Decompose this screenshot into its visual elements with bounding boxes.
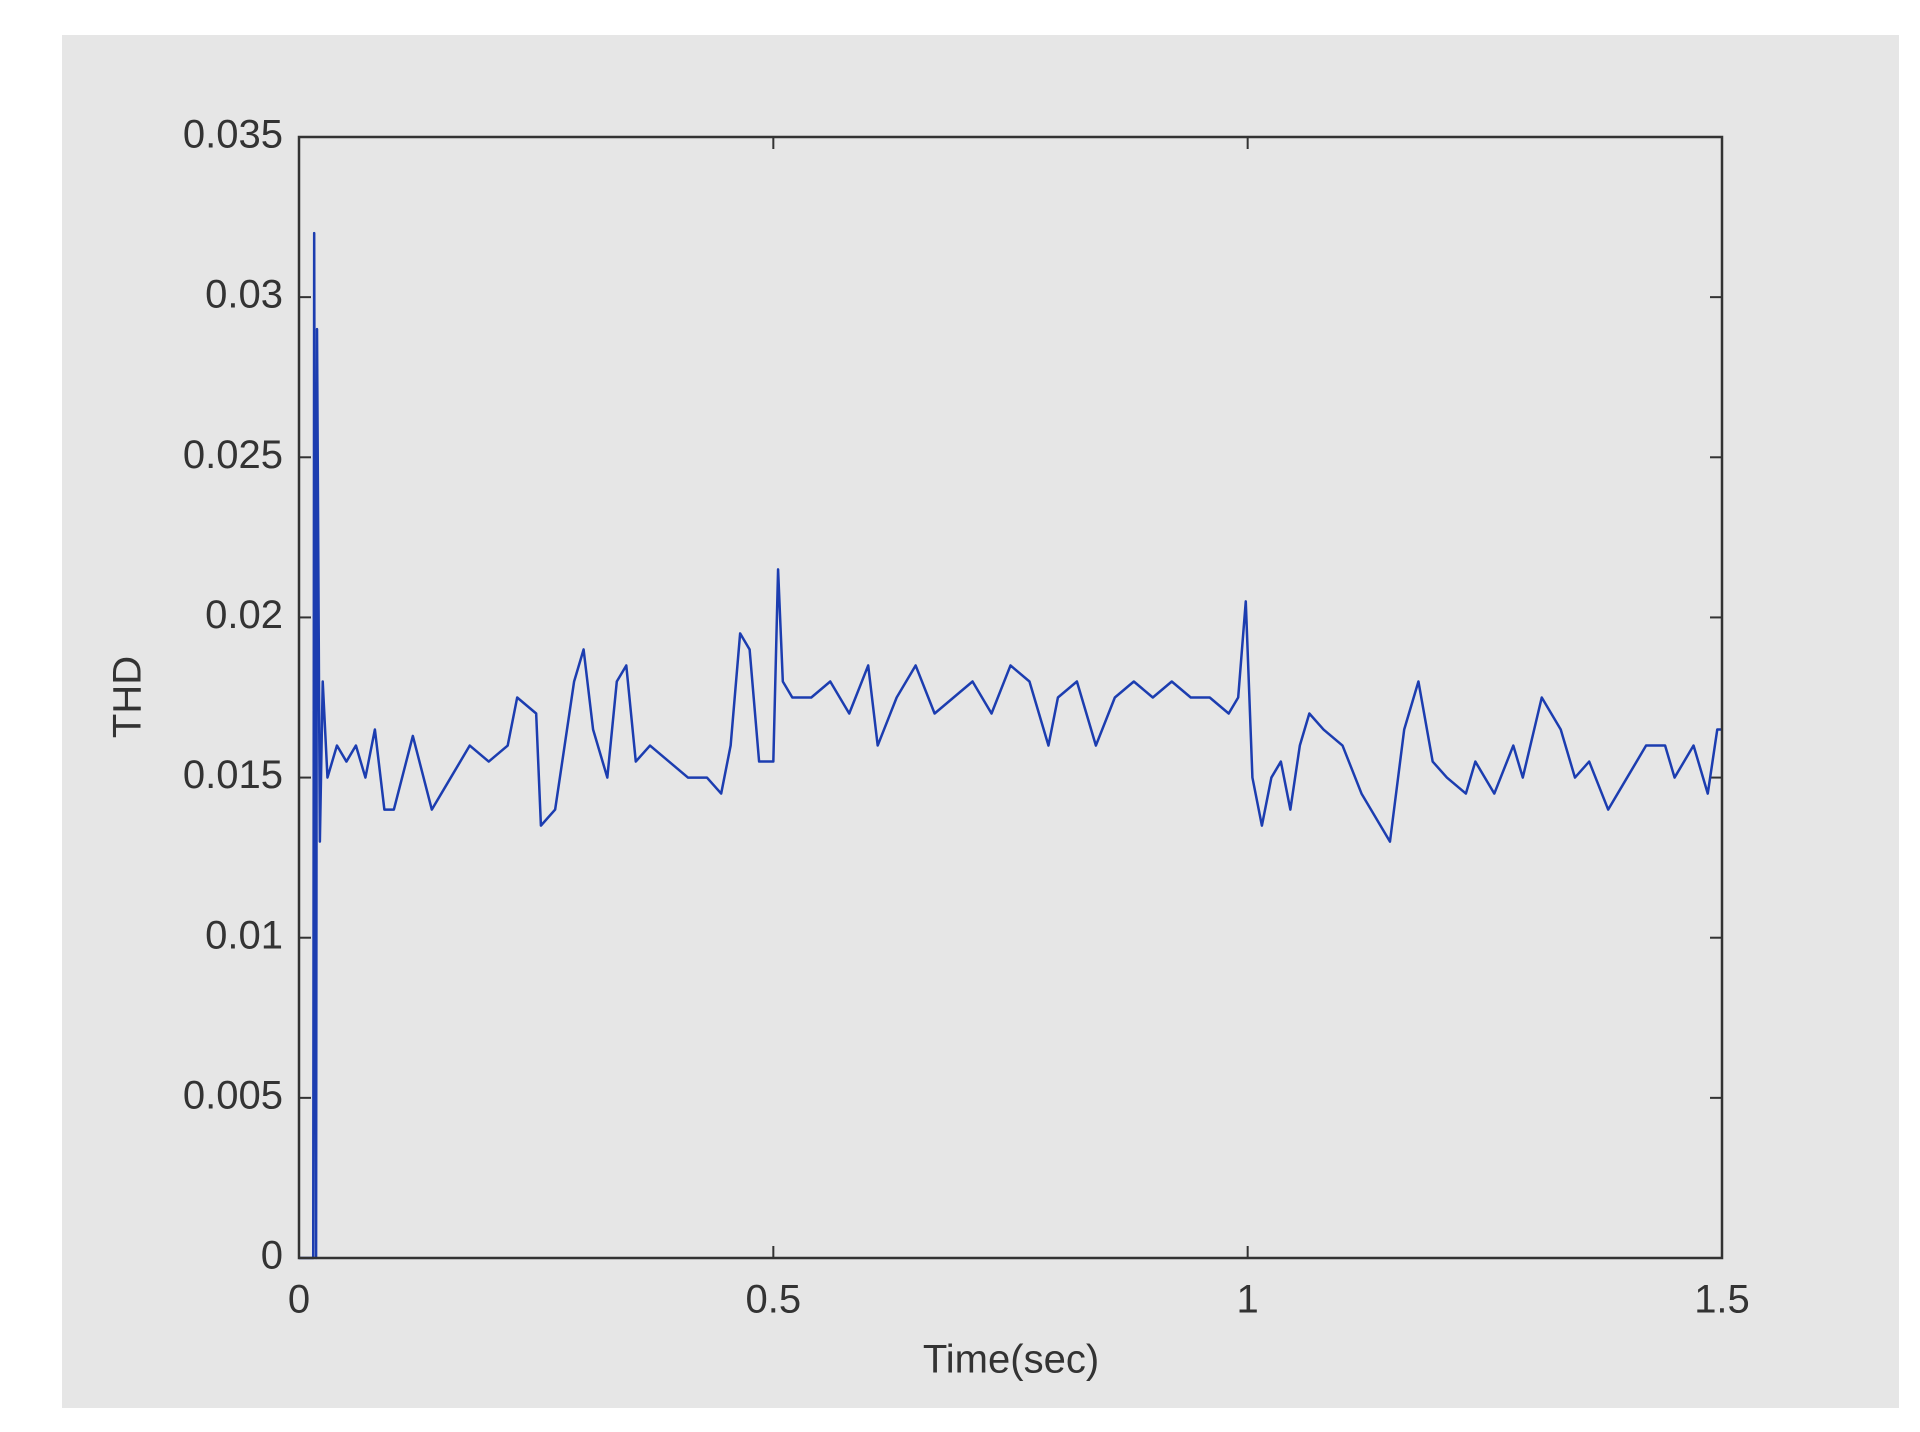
plot-frame	[297, 135, 1724, 1260]
x-tick-label: 0	[288, 1278, 310, 1322]
x-tick-label: 1	[1237, 1278, 1259, 1322]
x-tick-label: 1.5	[1694, 1278, 1750, 1322]
y-tick-label: 0.005	[183, 1073, 283, 1117]
y-axis-label: THD	[106, 656, 150, 738]
x-tick-label: 0.5	[746, 1278, 802, 1322]
y-tick-label: 0	[261, 1234, 283, 1278]
x-axis-label: Time(sec)	[923, 1338, 1099, 1382]
y-tick-label: 0.01	[205, 913, 283, 957]
data-line	[299, 231, 1722, 1260]
y-tick-label: 0.03	[205, 273, 283, 317]
y-tick-label: 0.02	[205, 593, 283, 637]
figure-panel	[62, 35, 1899, 1408]
y-tick-label: 0.025	[183, 433, 283, 477]
y-tick-label: 0.035	[183, 113, 283, 157]
y-tick-label: 0.015	[183, 753, 283, 797]
